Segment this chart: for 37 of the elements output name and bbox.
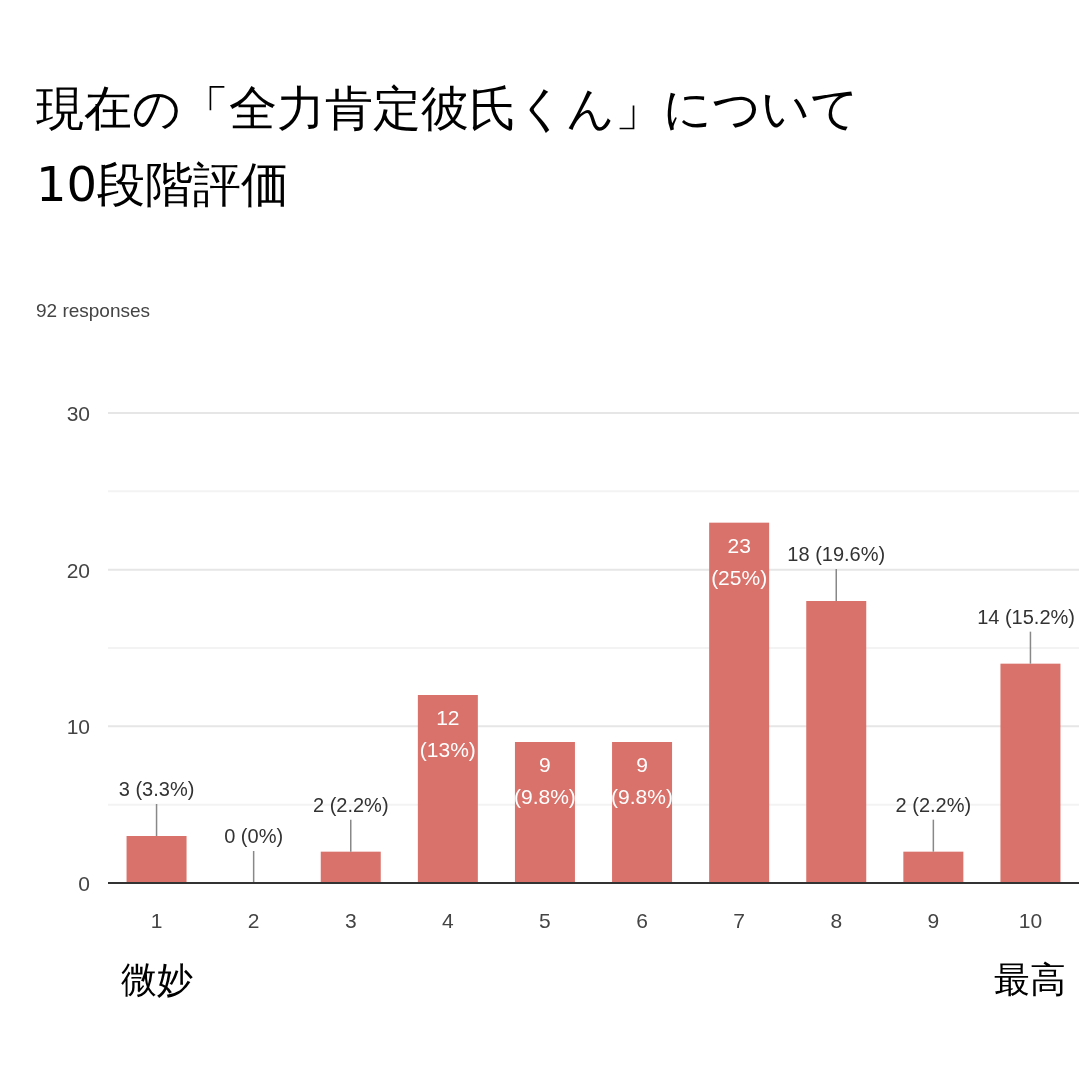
bar [417,695,478,883]
data-label: 9 (9.8%) [514,753,576,808]
text: 最高 [994,959,1067,1000]
data-label: 12 (13%) [419,706,476,761]
y-tick-label: 10 [66,715,90,739]
bar [514,742,575,883]
data-label: 23 (25%) [711,533,768,589]
y-tick-label: 0 [78,872,90,895]
data-label: 14 (15.2%) [977,605,1075,628]
data-label: 2 (2.2%) [895,793,972,816]
chart-title: 現在の「全力肯定彼氏くん」について10段階評価 [36,79,860,214]
bar [806,601,867,883]
data-label: 2 (2.2%) [312,793,389,816]
bar [1000,663,1061,883]
text: 微妙 [120,959,193,1000]
x-tick-label: 1 [150,909,163,932]
x-tick-label: 10 [1018,909,1043,932]
bar [709,522,770,883]
y-tick-label: 30 [66,402,90,425]
bar [320,851,381,883]
bar [903,851,964,883]
x-tick-label: 2 [247,909,260,932]
x-tick-label: 3 [344,909,357,932]
chart-subtitle: 92 responses [36,300,151,322]
x-tick-label: 6 [636,909,648,932]
x-tick-label: 8 [830,909,843,932]
bar [126,836,187,883]
x-tick-label: 9 [927,909,940,932]
data-label: 0 (0%) [224,825,284,847]
data-label: 18 (19.6%) [787,543,886,565]
x-tick-label: 5 [539,909,551,932]
bar [612,742,673,883]
data-label: 9 (9.8%) [611,753,673,808]
x-tick-label: 4 [442,909,455,932]
data-label: 3 (3.3%) [118,778,195,800]
x-tick-label: 7 [733,909,745,932]
y-tick-label: 20 [66,558,90,582]
